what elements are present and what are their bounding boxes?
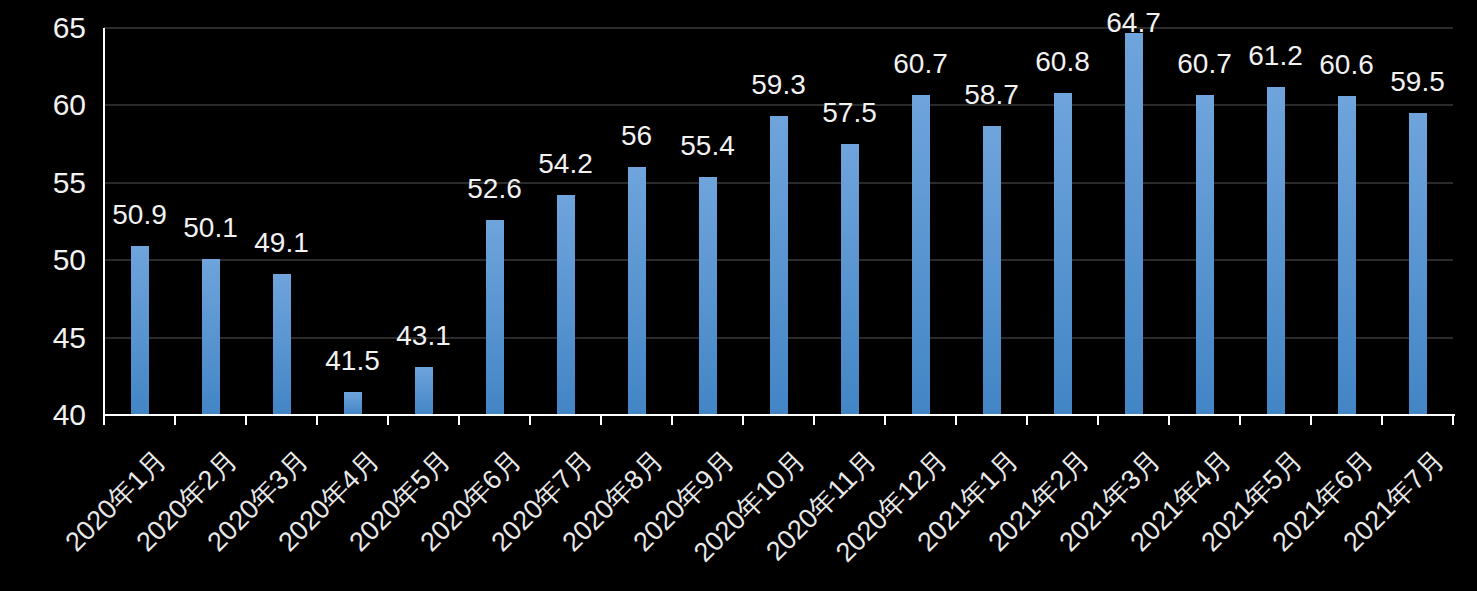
y-axis-tick-label: 65 bbox=[0, 9, 86, 47]
bar-value-label: 64.7 bbox=[1074, 6, 1194, 40]
y-axis-tick-label: 40 bbox=[0, 396, 86, 434]
bar bbox=[1338, 96, 1356, 415]
bar bbox=[699, 177, 717, 415]
x-axis-tick-mark bbox=[529, 414, 531, 425]
x-axis-tick-mark bbox=[742, 414, 744, 425]
bar-value-label: 59.5 bbox=[1358, 65, 1477, 99]
x-axis-line bbox=[103, 414, 1455, 416]
bar bbox=[415, 367, 433, 415]
x-axis-tick-mark bbox=[600, 414, 602, 425]
bar bbox=[1409, 113, 1427, 415]
bar bbox=[131, 246, 149, 415]
y-axis-tick-label: 60 bbox=[0, 86, 86, 124]
x-axis-tick-mark bbox=[316, 414, 318, 425]
x-axis-tick-mark bbox=[1381, 414, 1383, 425]
bar-value-label: 60.7 bbox=[861, 47, 981, 81]
bar bbox=[841, 144, 859, 415]
bar-value-label: 58.7 bbox=[932, 78, 1052, 112]
x-axis-tick-mark bbox=[103, 414, 105, 425]
x-axis-tick-mark bbox=[1239, 414, 1241, 425]
bar bbox=[1125, 33, 1143, 415]
bar bbox=[1267, 87, 1285, 415]
y-axis-line bbox=[103, 28, 105, 416]
bar bbox=[486, 220, 504, 415]
x-axis-tick-mark bbox=[884, 414, 886, 425]
x-axis-tick-mark bbox=[813, 414, 815, 425]
bar bbox=[1054, 93, 1072, 415]
gridline bbox=[104, 27, 1453, 29]
x-axis-tick-mark bbox=[1026, 414, 1028, 425]
x-axis-tick-mark bbox=[671, 414, 673, 425]
bar bbox=[628, 167, 646, 415]
bar bbox=[770, 116, 788, 415]
x-axis-tick-mark bbox=[174, 414, 176, 425]
bar bbox=[557, 195, 575, 415]
x-axis-tick-mark bbox=[1168, 414, 1170, 425]
bar bbox=[202, 259, 220, 415]
bar bbox=[1196, 95, 1214, 415]
bar-value-label: 43.1 bbox=[364, 319, 484, 353]
y-axis-tick-label: 50 bbox=[0, 241, 86, 279]
bar-value-label: 57.5 bbox=[790, 96, 910, 130]
x-axis-tick-mark bbox=[245, 414, 247, 425]
bar bbox=[912, 95, 930, 415]
x-axis-tick-mark bbox=[955, 414, 957, 425]
bar bbox=[983, 126, 1001, 415]
x-axis-tick-mark bbox=[1097, 414, 1099, 425]
x-axis-tick-mark bbox=[1310, 414, 1312, 425]
y-axis-tick-label: 55 bbox=[0, 164, 86, 202]
bar bbox=[344, 392, 362, 415]
x-axis-tick-mark bbox=[1452, 414, 1454, 425]
bar-value-label: 49.1 bbox=[222, 226, 342, 260]
x-axis-tick-mark bbox=[458, 414, 460, 425]
gridline bbox=[104, 104, 1453, 106]
bar-value-label: 55.4 bbox=[648, 129, 768, 163]
y-axis-tick-label: 45 bbox=[0, 319, 86, 357]
x-axis-tick-mark bbox=[387, 414, 389, 425]
monthly-pmi-bar-chart: 40455055606550.92020年1月50.12020年2月49.120… bbox=[0, 0, 1477, 591]
bar-value-label: 60.8 bbox=[1003, 45, 1123, 79]
bar bbox=[273, 274, 291, 415]
